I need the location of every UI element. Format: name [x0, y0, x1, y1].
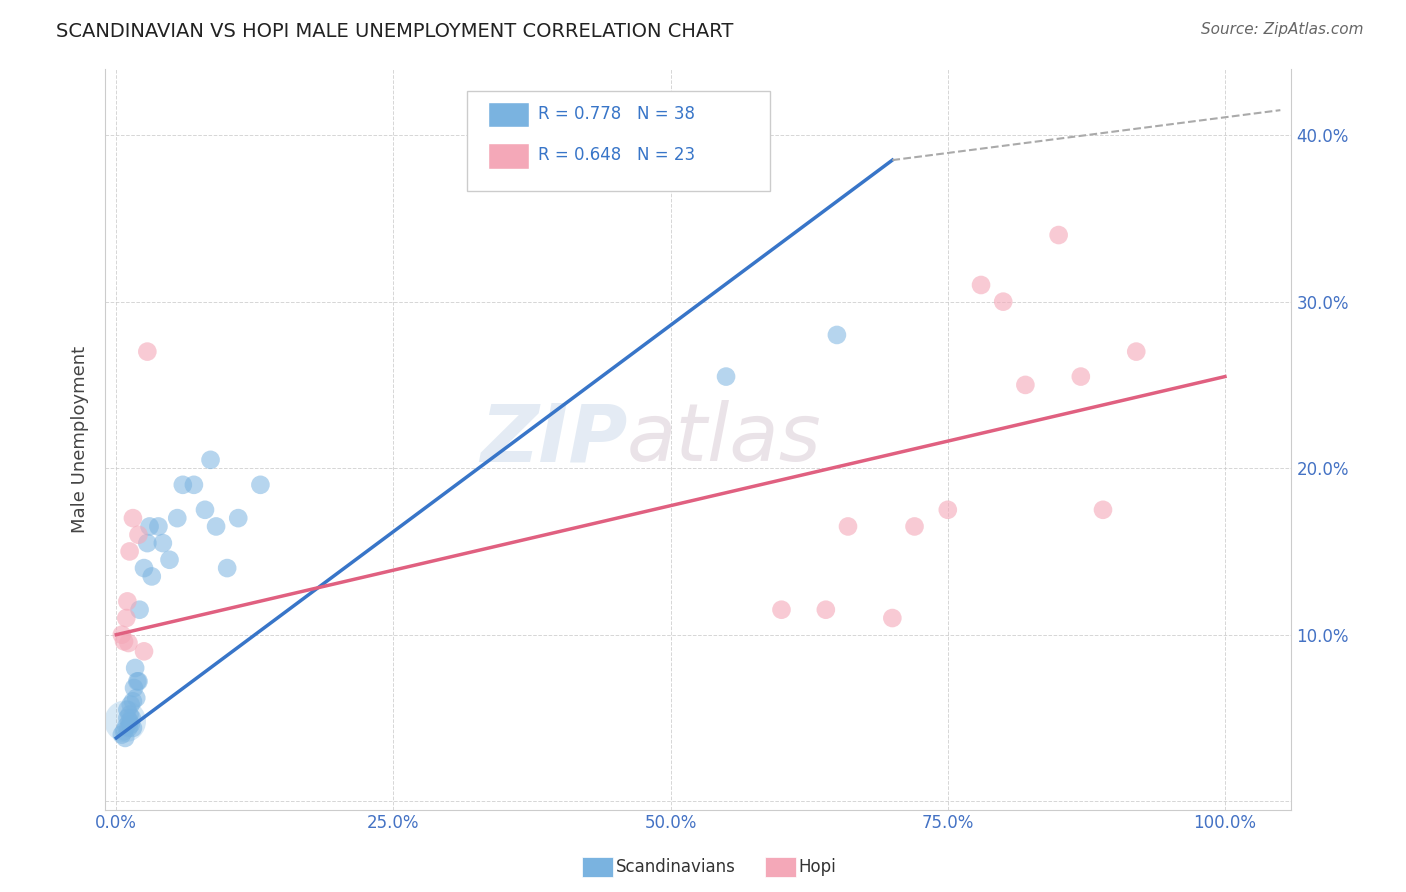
Point — [970, 278, 993, 293]
Point — [714, 369, 737, 384]
Point — [117, 636, 139, 650]
Point — [112, 634, 135, 648]
Point — [117, 721, 139, 735]
Point — [936, 503, 959, 517]
Point — [127, 528, 149, 542]
Point — [1070, 369, 1092, 384]
FancyBboxPatch shape — [488, 102, 529, 127]
Point — [124, 661, 146, 675]
Point — [118, 714, 141, 729]
Point — [118, 707, 141, 722]
Text: R = 0.778   N = 38: R = 0.778 N = 38 — [538, 104, 695, 123]
Point — [194, 503, 217, 517]
Point — [993, 294, 1015, 309]
Point — [132, 561, 155, 575]
Text: SCANDINAVIAN VS HOPI MALE UNEMPLOYMENT CORRELATION CHART: SCANDINAVIAN VS HOPI MALE UNEMPLOYMENT C… — [56, 22, 734, 41]
Point — [136, 536, 159, 550]
Point — [136, 344, 159, 359]
Point — [117, 703, 139, 717]
Text: Source: ZipAtlas.com: Source: ZipAtlas.com — [1201, 22, 1364, 37]
Point — [183, 478, 205, 492]
Point — [226, 511, 249, 525]
Point — [837, 519, 859, 533]
Point — [1047, 227, 1070, 242]
Point — [132, 644, 155, 658]
Point — [112, 724, 135, 739]
Text: ZIP: ZIP — [479, 400, 627, 478]
Text: Scandinavians: Scandinavians — [616, 858, 735, 876]
FancyBboxPatch shape — [467, 91, 769, 191]
Text: atlas: atlas — [627, 400, 823, 478]
FancyBboxPatch shape — [488, 144, 529, 169]
Point — [172, 478, 194, 492]
Point — [814, 603, 837, 617]
Point — [1014, 378, 1036, 392]
Point — [111, 628, 134, 642]
Point — [152, 536, 174, 550]
Point — [138, 519, 160, 533]
Point — [141, 569, 163, 583]
Point — [1091, 503, 1114, 517]
Point — [121, 711, 143, 725]
Point — [128, 603, 150, 617]
Point — [1125, 344, 1147, 359]
Point — [118, 544, 141, 558]
Point — [117, 711, 139, 725]
Point — [122, 681, 145, 695]
Point — [166, 511, 188, 525]
Point — [120, 717, 142, 731]
Point — [127, 674, 149, 689]
Point — [825, 328, 848, 343]
Point — [882, 611, 904, 625]
Point — [205, 519, 228, 533]
Point — [122, 511, 145, 525]
Point — [111, 728, 134, 742]
Point — [122, 694, 145, 708]
Point — [114, 731, 136, 745]
Point — [770, 603, 793, 617]
Y-axis label: Male Unemployment: Male Unemployment — [72, 345, 89, 533]
Point — [903, 519, 925, 533]
Point — [127, 674, 149, 689]
Point — [249, 478, 271, 492]
Point — [115, 719, 138, 733]
Point — [200, 453, 222, 467]
Point — [122, 721, 145, 735]
Text: R = 0.648   N = 23: R = 0.648 N = 23 — [538, 146, 696, 164]
Point — [117, 594, 139, 608]
Point — [159, 553, 181, 567]
Point — [148, 519, 170, 533]
Point — [217, 561, 239, 575]
Point — [114, 714, 136, 729]
Text: Hopi: Hopi — [799, 858, 837, 876]
Point — [115, 611, 138, 625]
Point — [125, 690, 148, 705]
Point — [120, 698, 142, 712]
